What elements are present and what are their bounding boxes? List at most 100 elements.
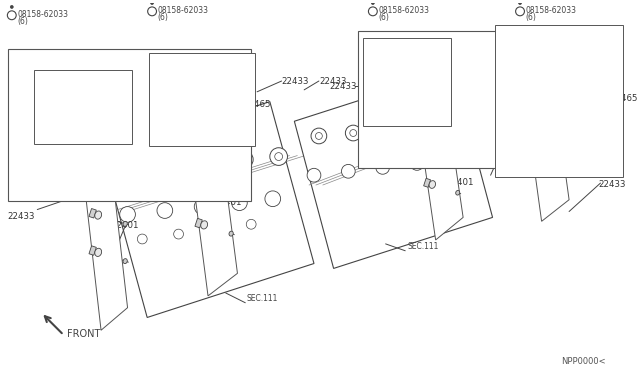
Polygon shape <box>531 149 538 158</box>
Text: SEC.111: SEC.111 <box>407 242 438 251</box>
Circle shape <box>270 148 287 166</box>
Circle shape <box>124 160 141 177</box>
Circle shape <box>150 1 154 4</box>
Polygon shape <box>81 136 127 330</box>
Ellipse shape <box>201 221 207 229</box>
Ellipse shape <box>229 231 233 236</box>
Ellipse shape <box>123 221 127 226</box>
Bar <box>8 49 251 201</box>
Circle shape <box>316 132 323 140</box>
Polygon shape <box>186 106 237 296</box>
Circle shape <box>173 229 184 239</box>
Text: 22433: 22433 <box>330 82 357 91</box>
Circle shape <box>445 116 461 132</box>
Text: 22465: 22465 <box>243 100 271 109</box>
Ellipse shape <box>563 161 566 166</box>
Ellipse shape <box>95 248 102 256</box>
Circle shape <box>371 1 374 4</box>
Text: (6): (6) <box>378 13 389 22</box>
Text: 22468: 22468 <box>41 102 68 110</box>
Polygon shape <box>424 142 431 151</box>
Ellipse shape <box>456 190 460 195</box>
Ellipse shape <box>563 90 566 95</box>
Circle shape <box>10 6 13 9</box>
Text: 22401: 22401 <box>111 221 138 230</box>
Text: 22401: 22401 <box>447 178 474 187</box>
Circle shape <box>161 157 179 174</box>
Text: 22468: 22468 <box>154 90 182 99</box>
Bar <box>363 38 451 126</box>
Text: (6): (6) <box>17 17 28 26</box>
Circle shape <box>138 234 147 244</box>
Text: B: B <box>150 9 154 14</box>
Circle shape <box>246 219 256 229</box>
Text: B: B <box>10 13 14 18</box>
Polygon shape <box>424 178 431 187</box>
Text: 22433: 22433 <box>282 77 309 86</box>
Ellipse shape <box>229 194 233 199</box>
Circle shape <box>120 206 136 222</box>
Circle shape <box>210 224 220 234</box>
Ellipse shape <box>536 151 543 159</box>
Text: 22401: 22401 <box>469 154 497 163</box>
Circle shape <box>442 153 456 166</box>
Ellipse shape <box>95 174 102 182</box>
Polygon shape <box>531 113 538 122</box>
Circle shape <box>7 11 16 20</box>
Polygon shape <box>195 181 202 190</box>
Circle shape <box>148 7 157 16</box>
Text: B: B <box>518 9 522 14</box>
Circle shape <box>203 158 211 166</box>
Text: 22433: 22433 <box>319 77 346 86</box>
Circle shape <box>346 125 361 141</box>
Ellipse shape <box>563 126 566 130</box>
Text: 22433+A: 22433+A <box>369 51 410 60</box>
Polygon shape <box>424 106 431 115</box>
Circle shape <box>450 121 457 128</box>
Circle shape <box>198 154 216 171</box>
Ellipse shape <box>456 118 460 122</box>
Ellipse shape <box>201 146 207 154</box>
Polygon shape <box>520 43 569 221</box>
Ellipse shape <box>429 181 436 188</box>
Ellipse shape <box>456 154 460 159</box>
Bar <box>35 70 132 144</box>
Text: 08158-62033: 08158-62033 <box>525 6 577 15</box>
Ellipse shape <box>123 184 127 189</box>
Circle shape <box>236 151 253 169</box>
Ellipse shape <box>229 157 233 161</box>
Polygon shape <box>103 102 314 317</box>
Circle shape <box>516 7 524 16</box>
Circle shape <box>311 128 327 144</box>
Text: 22433+A: 22433+A <box>169 62 209 71</box>
Text: 22465: 22465 <box>8 113 35 122</box>
Bar <box>495 25 623 177</box>
Circle shape <box>419 124 426 131</box>
Text: 22433+A: 22433+A <box>22 76 62 85</box>
Text: 22468: 22468 <box>371 75 398 84</box>
Text: FRONT: FRONT <box>67 329 100 339</box>
Circle shape <box>241 155 248 163</box>
Text: 08158-62033: 08158-62033 <box>157 6 209 15</box>
Polygon shape <box>89 246 96 255</box>
Circle shape <box>376 160 390 174</box>
Ellipse shape <box>536 81 543 88</box>
Polygon shape <box>195 144 202 153</box>
Circle shape <box>307 169 321 182</box>
Circle shape <box>195 199 210 214</box>
Bar <box>358 31 500 169</box>
Ellipse shape <box>95 211 102 219</box>
Circle shape <box>380 122 396 138</box>
Text: 22401: 22401 <box>214 198 241 207</box>
Text: 22465: 22465 <box>611 94 638 103</box>
Text: (6): (6) <box>525 13 536 22</box>
Text: 22433: 22433 <box>8 212 35 221</box>
Ellipse shape <box>536 116 543 124</box>
Text: NPP0000<: NPP0000< <box>561 357 606 366</box>
Circle shape <box>350 129 356 137</box>
Circle shape <box>166 161 173 169</box>
Ellipse shape <box>123 259 127 264</box>
Bar <box>149 52 255 146</box>
Polygon shape <box>414 69 463 240</box>
Text: 22433: 22433 <box>598 180 626 189</box>
